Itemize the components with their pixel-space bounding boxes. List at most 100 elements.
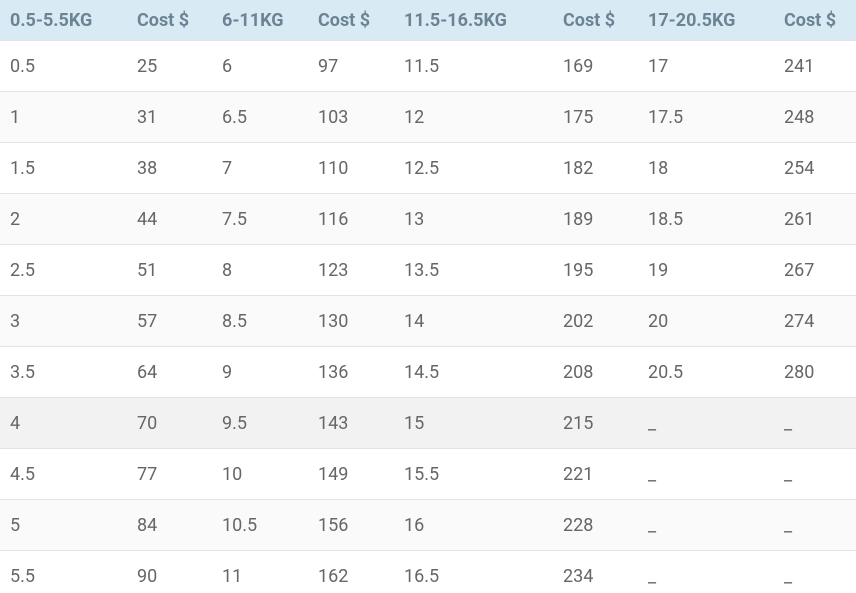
table-row: 5.5 90 11 162 16.5 234 _ _ xyxy=(0,550,856,593)
table-cell: 4.5 xyxy=(0,448,127,500)
table-cell: _ xyxy=(638,397,774,449)
table-cell: 70 xyxy=(127,397,212,449)
table-cell: 202 xyxy=(553,295,638,347)
table-cell: _ xyxy=(774,448,856,500)
table-cell: 3.5 xyxy=(0,346,127,398)
table-cell: 5 xyxy=(0,499,127,551)
table-cell: 175 xyxy=(553,91,638,143)
table-cell: 0.5 xyxy=(0,40,127,92)
table-cell: 90 xyxy=(127,550,212,593)
table-row: 2 44 7.5 116 13 189 18.5 261 xyxy=(0,193,856,245)
table-cell: 208 xyxy=(553,346,638,398)
table-cell: 11.5 xyxy=(394,40,553,92)
table-cell: 17.5 xyxy=(638,91,774,143)
table-cell: 44 xyxy=(127,193,212,245)
table-cell: 267 xyxy=(774,244,856,296)
table-cell: 2.5 xyxy=(0,244,127,296)
table-cell: 261 xyxy=(774,193,856,245)
table-cell: 7.5 xyxy=(212,193,308,245)
table-row: 2.5 51 8 123 13.5 195 19 267 xyxy=(0,244,856,296)
table-row: 0.5 25 6 97 11.5 169 17 241 xyxy=(0,40,856,92)
table-cell: 254 xyxy=(774,142,856,194)
header-cell: 11.5-16.5KG xyxy=(394,0,553,41)
table-cell: 84 xyxy=(127,499,212,551)
table-row: 1 31 6.5 103 12 175 17.5 248 xyxy=(0,91,856,143)
table-row: 1.5 38 7 110 12.5 182 18 254 xyxy=(0,142,856,194)
table-cell: 16 xyxy=(394,499,553,551)
table-cell: 13 xyxy=(394,193,553,245)
table-cell: 13.5 xyxy=(394,244,553,296)
table-cell: 15 xyxy=(394,397,553,449)
table-cell: 12 xyxy=(394,91,553,143)
table-cell: 51 xyxy=(127,244,212,296)
table-cell: 10.5 xyxy=(212,499,308,551)
header-cell: Cost $ xyxy=(127,0,212,41)
table-cell: 8.5 xyxy=(212,295,308,347)
table-cell: 31 xyxy=(127,91,212,143)
table-cell: _ xyxy=(638,499,774,551)
table-cell: 20 xyxy=(638,295,774,347)
table-cell: 18.5 xyxy=(638,193,774,245)
table-cell: 182 xyxy=(553,142,638,194)
table-cell: 11 xyxy=(212,550,308,593)
table-cell: 189 xyxy=(553,193,638,245)
table-row: 5 84 10.5 156 16 228 _ _ xyxy=(0,499,856,551)
table-cell: 97 xyxy=(308,40,394,92)
table-cell: 156 xyxy=(308,499,394,551)
table-cell: _ xyxy=(638,550,774,593)
header-cell: 0.5-5.5KG xyxy=(0,0,127,41)
table-cell: 221 xyxy=(553,448,638,500)
table-cell: 4 xyxy=(0,397,127,449)
table-cell: 8 xyxy=(212,244,308,296)
table-row: 4.5 77 10 149 15.5 221 _ _ xyxy=(0,448,856,500)
header-row: 0.5-5.5KG Cost $6-11KG Cost $11.5-16.5KG Co… xyxy=(0,0,856,41)
table-cell: 143 xyxy=(308,397,394,449)
table-cell: 6.5 xyxy=(212,91,308,143)
table-cell: 169 xyxy=(553,40,638,92)
header-cell: Cost $ xyxy=(553,0,638,41)
table-cell: 57 xyxy=(127,295,212,347)
table-cell: 16.5 xyxy=(394,550,553,593)
table-cell: 25 xyxy=(127,40,212,92)
table-cell: 15.5 xyxy=(394,448,553,500)
table-cell: 248 xyxy=(774,91,856,143)
table-row: 3 57 8.5 130 14 202 20 274 xyxy=(0,295,856,347)
table-cell: _ xyxy=(638,448,774,500)
table-cell: 12.5 xyxy=(394,142,553,194)
table-cell: 14 xyxy=(394,295,553,347)
table-cell: 130 xyxy=(308,295,394,347)
table-cell: 19 xyxy=(638,244,774,296)
header-cell: 17-20.5KG xyxy=(638,0,774,41)
table-cell: 195 xyxy=(553,244,638,296)
table-body: 0.5 25 6 97 11.5 169 17 241 1 31 6.5 103 12 175 17.5 24… xyxy=(0,40,856,593)
table-row: 3.5 64 9 136 14.5 208 20.5 280 xyxy=(0,346,856,398)
table-cell: 10 xyxy=(212,448,308,500)
table-cell: 7 xyxy=(212,142,308,194)
table-cell: 241 xyxy=(774,40,856,92)
header-cell: Cost $ xyxy=(774,0,856,41)
table-cell: 116 xyxy=(308,193,394,245)
table-cell: 162 xyxy=(308,550,394,593)
table-cell: 280 xyxy=(774,346,856,398)
table-cell: 6 xyxy=(212,40,308,92)
table-cell: _ xyxy=(774,550,856,593)
header-cell: Cost $ xyxy=(308,0,394,41)
table-cell: 228 xyxy=(553,499,638,551)
table-cell: 9 xyxy=(212,346,308,398)
table-cell: 38 xyxy=(127,142,212,194)
table-cell: 9.5 xyxy=(212,397,308,449)
table-row: 4 70 9.5 143 15 215 _ _ xyxy=(0,397,856,449)
table-cell: 103 xyxy=(308,91,394,143)
table-cell: 20.5 xyxy=(638,346,774,398)
table-cell: 14.5 xyxy=(394,346,553,398)
table-cell: 1 xyxy=(0,91,127,143)
table-cell: 149 xyxy=(308,448,394,500)
table-cell: 77 xyxy=(127,448,212,500)
table-cell: 215 xyxy=(553,397,638,449)
table-cell: 18 xyxy=(638,142,774,194)
table-cell: 123 xyxy=(308,244,394,296)
header-cell: 6-11KG xyxy=(212,0,308,41)
table-cell: 1.5 xyxy=(0,142,127,194)
